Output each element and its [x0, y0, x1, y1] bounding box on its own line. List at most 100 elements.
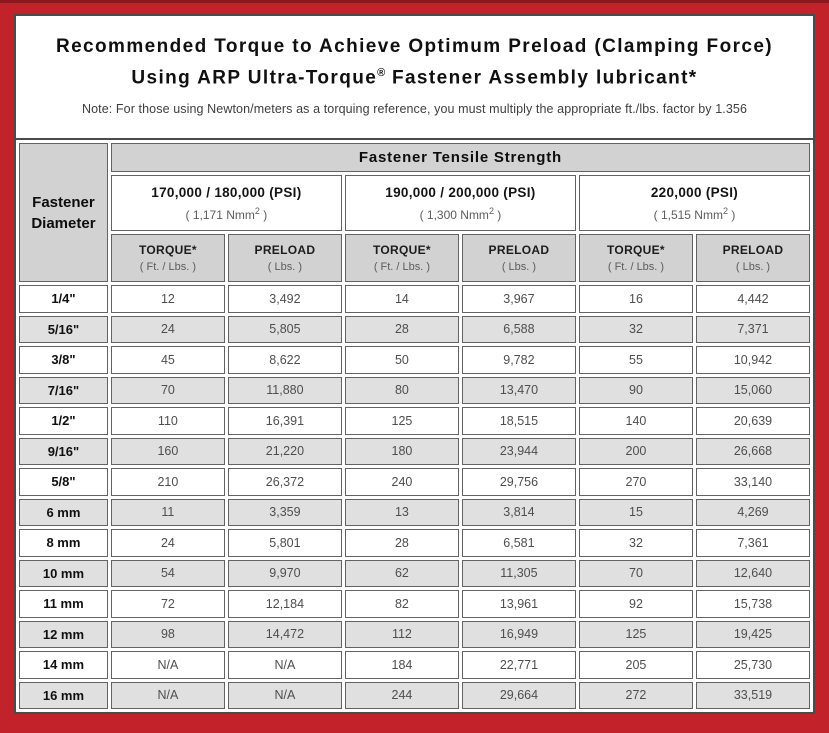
torque-value-cell: 13: [344, 498, 459, 526]
torque-value-cell: 14: [344, 285, 459, 313]
table-row: 12 mm 98 14,472 112 16,949 125 19,425: [19, 620, 810, 648]
preload-value-cell: 13,470: [461, 376, 576, 404]
preload-value-cell: 6,581: [461, 529, 576, 557]
torque-value-cell: 205: [578, 651, 693, 679]
nmm-label: ( 1,300 Nmm2 ): [419, 205, 502, 222]
torque-column-header: TORQUE* ( Ft. / Lbs. ): [344, 234, 459, 282]
preload-value-cell: 14,472: [227, 620, 342, 648]
torque-value-cell: 92: [578, 590, 693, 618]
conversion-note: Note: For those using Newton/meters as a…: [81, 102, 747, 117]
preload-value-cell: 3,492: [227, 285, 342, 313]
preload-value-cell: 11,880: [227, 376, 342, 404]
page-title-line1: Recommended Torque to Achieve Optimum Pr…: [55, 36, 774, 57]
torque-value-cell: 28: [344, 315, 459, 343]
preload-column-header: PRELOAD ( Lbs. ): [227, 234, 342, 282]
fastener-diameter-cell: 5/16": [19, 315, 108, 343]
torque-value-cell: 240: [344, 468, 459, 496]
fastener-diameter-header-line1: Fastener: [32, 193, 95, 211]
table-row: 9/16" 160 21,220 180 23,944 200 26,668: [19, 437, 810, 465]
fastener-diameter-header-line2: Diameter: [31, 214, 96, 232]
torque-value-cell: 272: [578, 681, 693, 709]
preload-value-cell: 22,771: [461, 651, 576, 679]
torque-value-cell: 24: [110, 529, 225, 557]
fastener-diameter-cell: 5/8": [19, 468, 108, 496]
torque-value-cell: 200: [578, 437, 693, 465]
psi-label: 220,000 (PSI): [650, 184, 739, 200]
torque-value-cell: 15: [578, 498, 693, 526]
content-frame: Recommended Torque to Achieve Optimum Pr…: [14, 14, 815, 714]
table-row: 10 mm 54 9,970 62 11,305 70 12,640: [19, 559, 810, 587]
preload-value-cell: 16,949: [461, 620, 576, 648]
torque-value-cell: 125: [578, 620, 693, 648]
table-row: 16 mm N/A N/A 244 29,664 272 33,519: [19, 681, 810, 709]
preload-value-cell: 21,220: [227, 437, 342, 465]
title-area: Recommended Torque to Achieve Optimum Pr…: [16, 16, 813, 140]
preload-value-cell: 11,305: [461, 559, 576, 587]
fastener-diameter-cell: 10 mm: [19, 559, 108, 587]
torque-value-cell: 16: [578, 285, 693, 313]
table-row: 6 mm 11 3,359 13 3,814 15 4,269: [19, 498, 810, 526]
preload-value-cell: 33,140: [695, 468, 810, 496]
table-row: 1/4" 12 3,492 14 3,967 16 4,442: [19, 285, 810, 313]
table-row: 8 mm 24 5,801 28 6,581 32 7,361: [19, 529, 810, 557]
torque-value-cell: 72: [110, 590, 225, 618]
fastener-diameter-cell: 3/8": [19, 346, 108, 374]
torque-value-cell: 32: [578, 315, 693, 343]
preload-value-cell: 7,361: [695, 529, 810, 557]
preload-value-cell: 4,269: [695, 498, 810, 526]
torque-value-cell: 125: [344, 407, 459, 435]
torque-value-cell: 110: [110, 407, 225, 435]
torque-value-cell: 180: [344, 437, 459, 465]
fastener-diameter-cell: 11 mm: [19, 590, 108, 618]
preload-value-cell: 15,060: [695, 376, 810, 404]
preload-value-cell: 16,391: [227, 407, 342, 435]
torque-value-cell: 244: [344, 681, 459, 709]
fastener-diameter-cell: 8 mm: [19, 529, 108, 557]
preload-value-cell: 25,730: [695, 651, 810, 679]
table-row: 14 mm N/A N/A 184 22,771 205 25,730: [19, 651, 810, 679]
preload-value-cell: N/A: [227, 681, 342, 709]
preload-value-cell: 3,814: [461, 498, 576, 526]
torque-value-cell: 70: [110, 376, 225, 404]
preload-value-cell: 4,442: [695, 285, 810, 313]
fastener-diameter-cell: 12 mm: [19, 620, 108, 648]
torque-value-cell: 24: [110, 315, 225, 343]
preload-value-cell: 5,805: [227, 315, 342, 343]
preload-value-cell: 26,668: [695, 437, 810, 465]
table-row: 5/16" 24 5,805 28 6,588 32 7,371: [19, 315, 810, 343]
strength-group-190-200: 190,000 / 200,000 (PSI) ( 1,300 Nmm2 ): [344, 175, 576, 231]
torque-table-wrap: Fastener Diameter Fastener Tensile Stren…: [16, 140, 813, 712]
table-row: 5/8" 210 26,372 240 29,756 270 33,140: [19, 468, 810, 496]
torque-column-header: TORQUE* ( Ft. / Lbs. ): [578, 234, 693, 282]
fastener-diameter-cell: 1/4": [19, 285, 108, 313]
fastener-diameter-cell: 6 mm: [19, 498, 108, 526]
torque-value-cell: 270: [578, 468, 693, 496]
torque-value-cell: 55: [578, 346, 693, 374]
preload-value-cell: 6,588: [461, 315, 576, 343]
fastener-diameter-cell: 9/16": [19, 437, 108, 465]
preload-value-cell: 15,738: [695, 590, 810, 618]
table-row: 7/16" 70 11,880 80 13,470 90 15,060: [19, 376, 810, 404]
preload-value-cell: 29,664: [461, 681, 576, 709]
torque-value-cell: 112: [344, 620, 459, 648]
torque-value-cell: 11: [110, 498, 225, 526]
torque-value-cell: 98: [110, 620, 225, 648]
tensile-strength-header: Fastener Tensile Strength: [110, 143, 810, 172]
table-row: 3/8" 45 8,622 50 9,782 55 10,942: [19, 346, 810, 374]
torque-value-cell: N/A: [110, 651, 225, 679]
preload-value-cell: 13,961: [461, 590, 576, 618]
torque-value-cell: 62: [344, 559, 459, 587]
psi-label: 190,000 / 200,000 (PSI): [385, 184, 536, 200]
preload-value-cell: 9,782: [461, 346, 576, 374]
preload-value-cell: 3,359: [227, 498, 342, 526]
fastener-diameter-cell: 16 mm: [19, 681, 108, 709]
nmm-label: ( 1,171 Nmm2 ): [185, 205, 268, 222]
nmm-label: ( 1,515 Nmm2 ): [653, 205, 736, 222]
fastener-diameter-cell: 7/16": [19, 376, 108, 404]
preload-value-cell: 29,756: [461, 468, 576, 496]
top-accent-line: [0, 0, 829, 3]
table-row: 11 mm 72 12,184 82 13,961 92 15,738: [19, 590, 810, 618]
preload-value-cell: 9,970: [227, 559, 342, 587]
torque-value-cell: 90: [578, 376, 693, 404]
preload-value-cell: 18,515: [461, 407, 576, 435]
